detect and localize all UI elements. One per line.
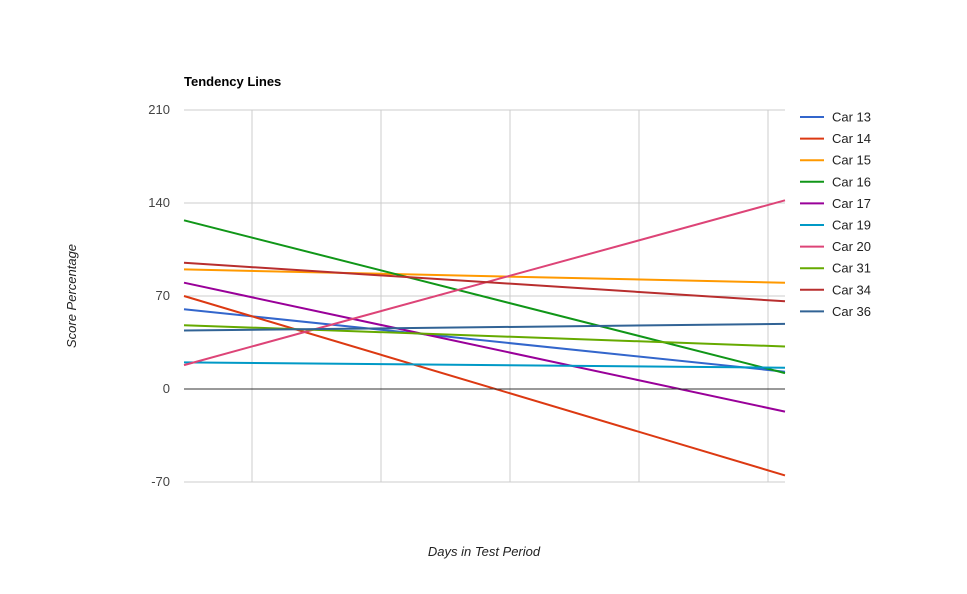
y-tick-label: 70 (156, 288, 170, 303)
legend-item[interactable]: Car 20 (800, 239, 871, 254)
legend-label: Car 15 (832, 153, 871, 168)
legend-label: Car 20 (832, 239, 871, 254)
legend-item[interactable]: Car 17 (800, 196, 871, 211)
x-axis-title: Days in Test Period (428, 544, 541, 559)
series-line-car-13[interactable] (183, 308, 786, 373)
y-tick-label: -70 (151, 474, 170, 489)
legend-label: Car 13 (832, 110, 871, 125)
legend-label: Car 36 (832, 304, 871, 319)
series-line-car-14[interactable] (183, 295, 786, 477)
series-line-car-31[interactable] (183, 324, 786, 348)
legend-item[interactable]: Car 16 (800, 174, 871, 189)
series-line-car-19[interactable] (183, 361, 786, 369)
series-line-car-34[interactable] (183, 261, 786, 303)
y-tick-label: 0 (163, 381, 170, 396)
series-line-car-17[interactable] (183, 281, 786, 413)
y-tick-label: 140 (148, 195, 170, 210)
legend-label: Car 14 (832, 131, 871, 146)
legend-item[interactable]: Car 14 (800, 131, 871, 146)
legend-label: Car 16 (832, 174, 871, 189)
legend-item[interactable]: Car 19 (800, 218, 871, 233)
legend-item[interactable]: Car 36 (800, 304, 871, 319)
series-line-car-15[interactable] (183, 268, 786, 284)
y-axis-title: Score Percentage (64, 244, 79, 348)
series-line-car-36[interactable] (183, 322, 786, 332)
legend-label: Car 17 (832, 196, 871, 211)
chart-title: Tendency Lines (184, 74, 281, 89)
y-tick-label: 210 (148, 102, 170, 117)
legend-item[interactable]: Car 13 (800, 110, 871, 125)
legend-item[interactable]: Car 15 (800, 153, 871, 168)
legend-label: Car 31 (832, 261, 871, 276)
legend-item[interactable]: Car 34 (800, 282, 871, 297)
legend-label: Car 19 (832, 218, 871, 233)
legend-item[interactable]: Car 31 (800, 261, 871, 276)
legend-label: Car 34 (832, 282, 871, 297)
series-line-car-16[interactable] (183, 219, 786, 375)
